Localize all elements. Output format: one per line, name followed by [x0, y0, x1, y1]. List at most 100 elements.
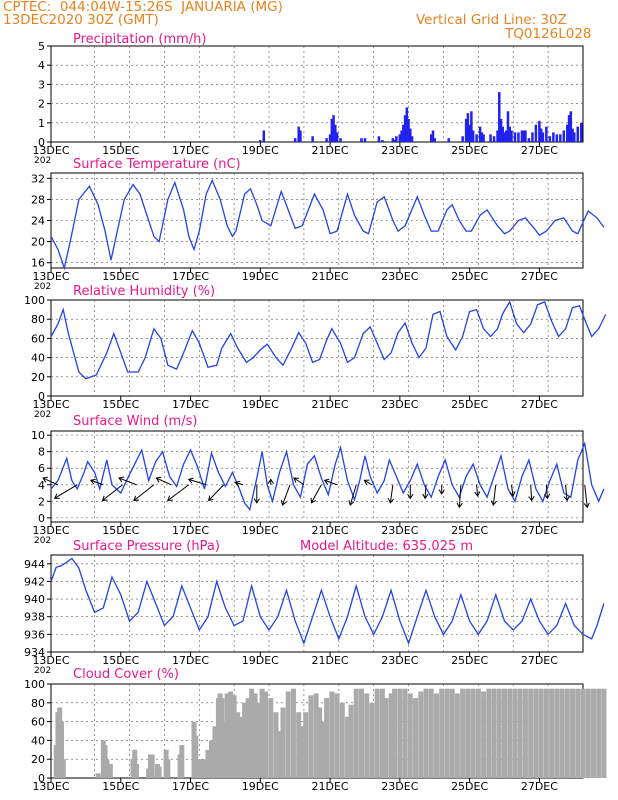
cloud-bar — [60, 759, 66, 778]
pressure-title: Surface Pressure (hPa) — [73, 539, 220, 554]
humidity-xtick-label: 19DEC — [242, 398, 279, 411]
precipitation-bar — [431, 130, 435, 142]
temperature-xtick-label: 27DEC — [521, 270, 558, 283]
cloud-xtick-label: 27DEC — [521, 780, 558, 793]
wind-vector-arrow — [422, 484, 429, 500]
precipitation-bar — [429, 134, 433, 142]
header-model-code: TQ0126L028 — [505, 26, 592, 42]
wind-vector-head — [474, 491, 481, 497]
cloud-bar — [339, 702, 345, 778]
precipitation-bar — [482, 134, 485, 142]
temperature-xtick-label: 17DEC — [172, 270, 209, 283]
humidity-ytick-label: 80 — [31, 313, 45, 326]
cloud-bar — [299, 726, 305, 778]
precipitation-xtick-label: 21DEC — [312, 144, 349, 157]
precipitation-bar — [377, 136, 381, 142]
cloud-bar — [345, 716, 351, 778]
precipitation-bar — [339, 138, 342, 142]
temperature-ytick-label: 24 — [31, 215, 45, 228]
cloud-bar — [308, 695, 314, 778]
precipitation-xtick-label: 15DEC — [102, 144, 139, 157]
wind-vector-head — [187, 477, 194, 484]
precipitation-title: Precipitation (mm/h) — [73, 32, 206, 47]
cloud-bar — [303, 712, 309, 778]
precipitation-xtick-label: 17DEC — [172, 144, 209, 157]
cloud-bar — [95, 773, 101, 778]
cloud-title: Cloud Cover (%) — [73, 667, 179, 682]
cloud-bar — [512, 688, 518, 778]
header-grid-note: Vertical Grid Line: 30Z — [416, 12, 567, 28]
precipitation-bar — [571, 128, 574, 142]
cloud-bar — [559, 688, 565, 778]
precipitation-bar — [545, 126, 548, 142]
wind-vector-head — [293, 477, 299, 483]
precipitation-bar — [567, 115, 571, 142]
wind-vector-arrow — [310, 484, 322, 504]
wind-vector-arrow — [42, 476, 59, 486]
cloud-bar — [208, 740, 214, 778]
precipitation-bar — [360, 138, 363, 142]
cloud-bar — [231, 695, 237, 778]
cloud-bar — [388, 693, 394, 778]
precipitation-bar — [410, 136, 414, 142]
wind-vector-shaft — [458, 484, 462, 508]
precipitation-bar — [569, 111, 573, 142]
precipitation-xtick-label: 13DEC — [32, 144, 69, 157]
wind-xtick-label: 13DEC — [32, 524, 69, 537]
humidity-ytick-label: 0 — [38, 390, 45, 403]
cloud-bar — [413, 698, 419, 778]
wind-vector-head — [544, 493, 551, 500]
wind-vector-shaft — [389, 484, 394, 503]
cloud-bar — [549, 688, 555, 778]
cloud-bar — [538, 688, 544, 778]
precipitation-bar — [433, 138, 436, 142]
cloud-bar — [433, 693, 439, 778]
cloud-bar — [249, 688, 255, 778]
precipitation-bar — [501, 126, 505, 142]
cloud-bar — [149, 754, 155, 778]
cloud-bar — [212, 726, 218, 778]
temperature-xtick-label: 13DEC — [32, 270, 69, 283]
cloud-bar — [276, 731, 282, 778]
precipitation-bar — [548, 136, 552, 142]
wind-vector-head — [208, 495, 214, 502]
precipitation-year-fragment: 202 — [34, 156, 51, 166]
humidity-series-line — [50, 300, 607, 380]
precipitation-bar — [573, 132, 576, 142]
humidity-xtick-label: 17DEC — [172, 398, 209, 411]
humidity-xtick-label: 25DEC — [451, 398, 488, 411]
wind-vector-arrow — [323, 478, 338, 486]
wind-ytick-label: 6 — [38, 462, 45, 475]
cloud-bar — [491, 688, 497, 778]
cloud-bar — [496, 688, 502, 778]
cloud-bar — [273, 712, 279, 778]
precipitation-bar — [402, 124, 405, 142]
pressure-ytick-label: 944 — [24, 558, 45, 571]
precipitation-bar — [395, 136, 398, 142]
wind-vector-arrow — [407, 484, 414, 500]
cloud-bar — [334, 693, 340, 778]
wind-vector-head — [280, 499, 287, 506]
wind-vector-arrow — [544, 484, 551, 500]
precipitation-bar — [566, 124, 569, 142]
temperature-xtick-label: 15DEC — [102, 270, 139, 283]
cloud-bar — [107, 763, 113, 778]
cloud-bar — [575, 688, 581, 778]
precipitation-bar — [403, 115, 407, 142]
cloud-bar — [259, 688, 265, 778]
cloud-ytick-label: 20 — [31, 753, 45, 766]
wind-vector-head — [490, 500, 497, 506]
temperature-series-line — [50, 178, 605, 271]
pressure-frame — [50, 554, 584, 653]
cloud-xtick-label: 17DEC — [172, 780, 209, 793]
precipitation-bar — [391, 138, 395, 142]
wind-vector-head — [234, 480, 241, 487]
precipitation-bar — [407, 118, 410, 142]
precipitation-bar — [538, 120, 541, 142]
wind-vector-shaft — [565, 484, 568, 501]
humidity-ytick-label: 100 — [24, 294, 45, 307]
wind-vector-head — [387, 497, 394, 504]
wind-vector-head — [363, 479, 370, 485]
cloud-bar — [554, 688, 560, 778]
wind-vector-head — [133, 495, 139, 502]
